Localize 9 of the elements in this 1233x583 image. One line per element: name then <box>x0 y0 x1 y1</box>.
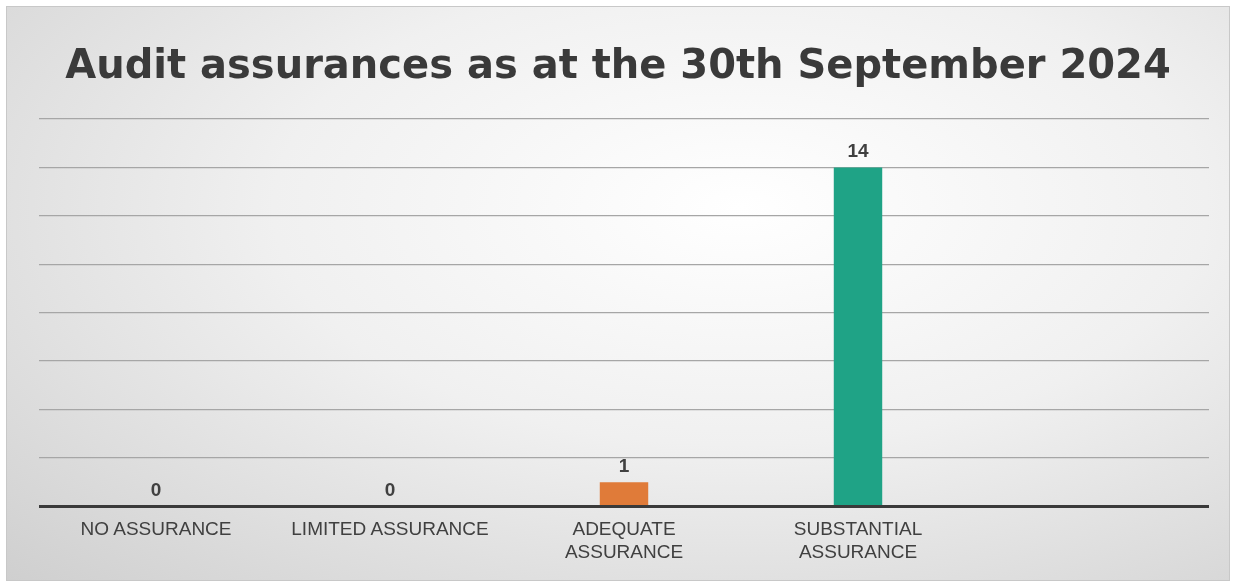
data-label: 1 <box>618 454 630 476</box>
data-label: 0 <box>384 479 396 501</box>
chart-title: Audit assurances as at the 30th September 2024 <box>64 41 1172 87</box>
x-tick-label: ADEQUATE ASSURANCE <box>564 518 684 562</box>
data-label: 14 <box>847 140 869 162</box>
x-tick-label: LIMITED ASSURANCE <box>291 518 489 540</box>
x-tick-label: SUBSTANTIAL ASSURANCE <box>793 518 923 562</box>
x-tick-label: NO ASSURANCE <box>80 518 232 540</box>
data-label: 0 <box>150 479 162 501</box>
